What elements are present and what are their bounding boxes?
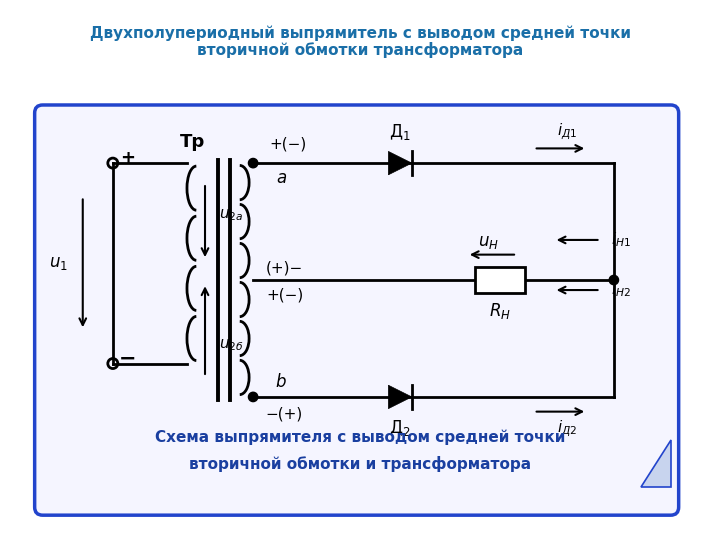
- Text: Схема выпрямителя с выводом средней точки: Схема выпрямителя с выводом средней точк…: [155, 429, 565, 445]
- Text: +(−): +(−): [269, 137, 307, 152]
- Circle shape: [248, 158, 258, 168]
- Text: −: −: [119, 349, 136, 369]
- Text: $u_{2a}$: $u_{2a}$: [219, 207, 243, 222]
- Polygon shape: [388, 151, 412, 175]
- Text: $i_{Д2}$: $i_{Д2}$: [557, 418, 577, 438]
- Text: Двухполупериодный выпрямитель с выводом средней точки: Двухполупериодный выпрямитель с выводом …: [89, 26, 631, 41]
- Circle shape: [248, 392, 258, 402]
- Text: $R_H$: $R_H$: [490, 301, 511, 321]
- Text: (+)−: (+)−: [266, 260, 303, 275]
- Text: вторичной обмотки и трансформатора: вторичной обмотки и трансформатора: [189, 456, 531, 472]
- Polygon shape: [641, 440, 670, 487]
- Text: $i_{Д1}$: $i_{Д1}$: [557, 122, 577, 142]
- Text: +(−): +(−): [266, 287, 303, 302]
- Text: −(+): −(+): [266, 406, 303, 421]
- FancyBboxPatch shape: [35, 105, 679, 515]
- FancyBboxPatch shape: [475, 267, 526, 293]
- Text: $u_H$: $u_H$: [478, 233, 499, 251]
- Text: $u_1$: $u_1$: [48, 254, 68, 272]
- Text: Тр: Тр: [181, 133, 206, 151]
- Text: $i_{H1}$: $i_{H1}$: [611, 231, 631, 249]
- Text: $i_{H2}$: $i_{H2}$: [611, 281, 631, 299]
- Text: вторичной обмотки трансформатора: вторичной обмотки трансформатора: [197, 42, 523, 58]
- Text: $b$: $b$: [275, 373, 287, 392]
- Polygon shape: [388, 385, 412, 409]
- Text: +: +: [120, 150, 135, 167]
- Text: Д$_2$: Д$_2$: [390, 418, 411, 438]
- Circle shape: [609, 275, 618, 285]
- Text: Д$_1$: Д$_1$: [390, 122, 411, 141]
- Text: $a$: $a$: [276, 169, 287, 187]
- Text: $u_{2б}$: $u_{2б}$: [219, 338, 243, 353]
